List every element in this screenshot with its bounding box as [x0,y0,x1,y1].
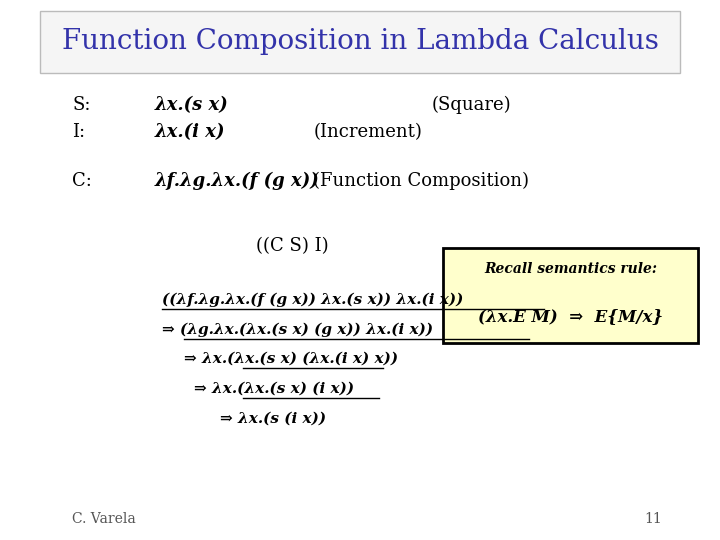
Text: C:: C: [72,172,92,190]
Text: ⇒ λx.(s (i x)): ⇒ λx.(s (i x)) [220,411,325,426]
Text: λx.(s x): λx.(s x) [155,96,228,114]
Text: ⇒ (λg.λx.(λx.(s x) (g x)) λx.(i x)): ⇒ (λg.λx.(λx.(s x) (g x)) λx.(i x)) [162,322,433,336]
FancyBboxPatch shape [443,248,698,343]
Text: λx.(i x): λx.(i x) [155,123,225,141]
Text: I:: I: [72,123,85,141]
Text: ((λf.λg.λx.(f (g x)) λx.(s x)) λx.(i x)): ((λf.λg.λx.(f (g x)) λx.(s x)) λx.(i x)) [162,293,464,307]
Text: (λx.E M)  ⇒  E{M/x}: (λx.E M) ⇒ E{M/x} [478,308,663,326]
Text: (Square): (Square) [432,96,512,114]
Text: Function Composition in Lambda Calculus: Function Composition in Lambda Calculus [62,28,658,55]
Text: ⇒ λx.(λx.(s x) (λx.(i x) x)): ⇒ λx.(λx.(s x) (λx.(i x) x)) [184,352,397,366]
Text: λf.λg.λx.(f (g x)): λf.λg.λx.(f (g x)) [155,172,320,190]
Text: 11: 11 [644,512,662,526]
Text: (Function Composition): (Function Composition) [313,172,529,190]
Text: ((C S) I): ((C S) I) [256,237,328,255]
Text: S:: S: [72,96,91,114]
Text: ⇒ λx.(λx.(s x) (i x)): ⇒ λx.(λx.(s x) (i x)) [194,382,354,396]
Text: C. Varela: C. Varela [72,512,136,526]
Text: (Increment): (Increment) [313,123,422,141]
Text: Recall semantics rule:: Recall semantics rule: [484,262,657,276]
FancyBboxPatch shape [40,11,680,73]
